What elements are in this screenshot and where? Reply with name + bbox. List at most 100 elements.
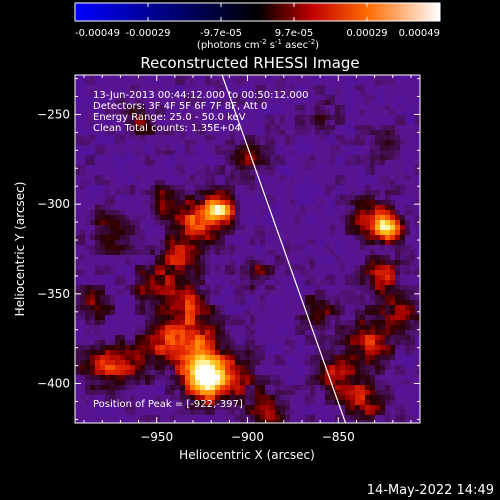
heatmap-cell [290,155,296,161]
heatmap-cell [105,400,111,406]
heatmap-cell [180,135,186,141]
heatmap-cell [225,100,231,106]
heatmap-cell [180,80,186,86]
heatmap-cell [400,310,406,316]
colorbar-gradient [74,2,441,22]
heatmap-cell [225,280,231,286]
heatmap-cell [335,175,341,181]
heatmap-cell [105,315,111,321]
heatmap-cell [155,275,161,281]
heatmap-cell [415,105,420,111]
heatmap-cell [105,380,111,386]
heatmap-cell [375,220,381,226]
heatmap-cell [95,185,101,191]
heatmap-cell [190,260,196,266]
heatmap-cell [100,120,106,126]
heatmap-cell [260,285,266,291]
heatmap-cell [215,155,221,161]
heatmap-cell [305,405,311,411]
heatmap-cell [130,270,136,276]
heatmap-cell [400,210,406,216]
heatmap-cell [370,100,376,106]
heatmap-cell [105,200,111,206]
heatmap-cell [345,295,351,301]
heatmap-cell [265,285,271,291]
heatmap-cell [385,160,391,166]
heatmap-cell [395,80,401,86]
heatmap-cell [105,100,111,106]
heatmap-cell [405,160,411,166]
heatmap-cell [95,405,101,411]
heatmap-cell [240,310,246,316]
heatmap-cell [105,195,111,201]
heatmap-cell [80,305,86,311]
heatmap-cell [310,260,316,266]
heatmap-cell [230,135,236,141]
heatmap-cell [410,110,416,116]
heatmap-cell [100,235,106,241]
heatmap-cell [235,165,241,171]
heatmap-cell [410,140,416,146]
heatmap-cell [140,310,146,316]
heatmap-cell [330,245,336,251]
heatmap-cell [220,350,226,356]
heatmap-cell [270,335,276,341]
heatmap-cell [310,210,316,216]
heatmap-cell [390,370,396,376]
heatmap-cell [295,420,301,423]
heatmap-cell [230,170,236,176]
heatmap-cell [170,190,176,196]
heatmap-cell [105,270,111,276]
heatmap-cell [380,420,386,423]
heatmap-cell [160,245,166,251]
heatmap-cell [345,280,351,286]
heatmap-cell [155,245,161,251]
heatmap-cell [300,90,306,96]
heatmap-cell [365,145,371,151]
heatmap-cell [240,270,246,276]
heatmap-cell [315,280,321,286]
heatmap-cell [305,175,311,181]
heatmap-cell [300,160,306,166]
heatmap-cell [85,190,91,196]
heatmap-cell [215,205,221,211]
heatmap-cell [380,270,386,276]
heatmap-cell [350,395,356,401]
heatmap-cell [100,100,106,106]
heatmap-cell [400,350,406,356]
heatmap-cell [225,380,231,386]
heatmap-cell [290,375,296,381]
heatmap-cell [290,415,296,421]
heatmap-cell [115,210,121,216]
heatmap-cell [135,420,141,423]
heatmap-cell [415,285,420,291]
heatmap-cell [400,105,406,111]
heatmap-cell [355,165,361,171]
heatmap-cell [385,260,391,266]
heatmap-cell [155,95,161,101]
heatmap-cell [75,365,81,371]
heatmap-cell [135,300,141,306]
heatmap-cell [310,400,316,406]
heatmap-cell [90,140,96,146]
heatmap-cell [355,215,361,221]
heatmap-cell [260,105,266,111]
heatmap-cell [330,300,336,306]
heatmap-cell [280,95,286,101]
heatmap-cell [85,340,91,346]
heatmap-cell [85,235,91,241]
heatmap-cell [375,295,381,301]
heatmap-cell [380,295,386,301]
heatmap-cell [160,370,166,376]
heatmap-cell [135,215,141,221]
heatmap-cell [220,80,226,86]
heatmap-cell [170,310,176,316]
heatmap-cell [415,195,420,201]
heatmap-cell [365,370,371,376]
heatmap-cell [385,135,391,141]
heatmap-cell [115,165,121,171]
heatmap-cell [110,345,116,351]
heatmap-cell [155,310,161,316]
heatmap-cell [75,420,81,423]
heatmap-cell [75,200,81,206]
